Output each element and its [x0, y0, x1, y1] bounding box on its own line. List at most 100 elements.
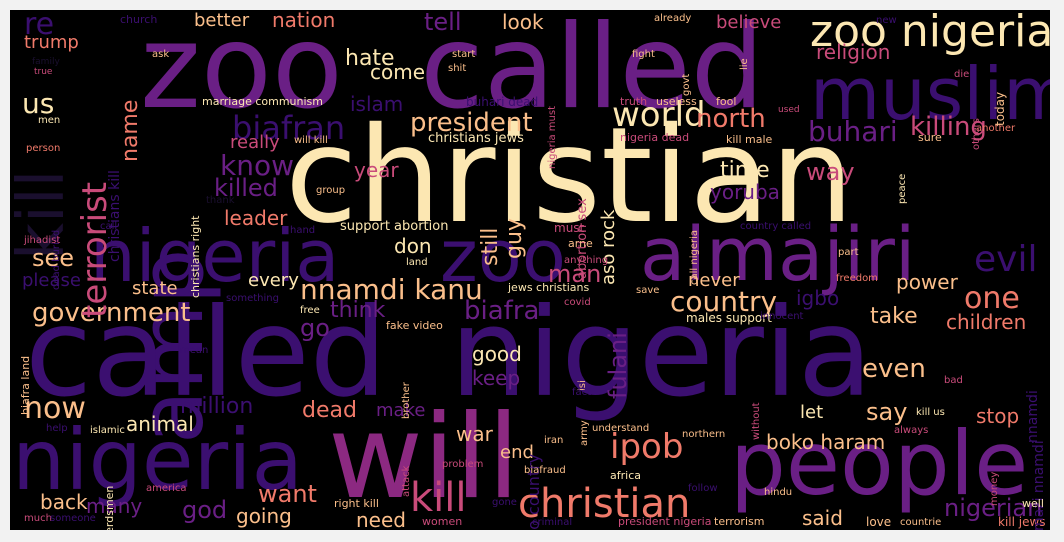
word-kill-jews: kill jews [998, 515, 1046, 529]
word-person: person [26, 143, 61, 154]
word-kill-us: kill us [916, 407, 945, 418]
word-zoo-mid: zoo [440, 214, 566, 298]
word-stop: stop [976, 404, 1020, 428]
word-children: children [946, 310, 1027, 334]
word-don: don [394, 234, 432, 258]
word-shit: shit [448, 63, 467, 74]
word-terrorism: terrorism [714, 515, 765, 528]
word-want: want [258, 480, 317, 508]
word-women: women [422, 515, 463, 528]
word-let: let [800, 402, 824, 423]
word-africa: africa [610, 469, 641, 482]
word-america: america [146, 483, 187, 494]
word-time: time [720, 158, 770, 183]
word-today-vertical: today [993, 91, 1007, 126]
word-fact: fact [572, 387, 592, 398]
word-mean: mean [180, 345, 209, 356]
word-christian-bottom: christian [518, 481, 691, 527]
word-start: start [452, 49, 476, 60]
word-kill-male: kill male [726, 133, 773, 146]
word-even: even [862, 354, 926, 384]
word-sure: sure [918, 131, 942, 144]
word-make: make [376, 400, 426, 421]
word-well: well [1022, 497, 1044, 510]
word-name-vertical: name [118, 99, 143, 162]
word-biafra-land-vertical: biafra land [19, 355, 32, 415]
word-something: something [226, 293, 279, 304]
word-call-nigeria-vertical: call nigeria [689, 230, 700, 285]
word-anything: anything [564, 255, 609, 266]
word-males-support: males support [686, 311, 772, 325]
word-follow: follow [688, 483, 718, 494]
word-yoruba: yoruba [710, 180, 780, 204]
word-buhari: buhari [808, 115, 898, 148]
word-iran: iran [544, 435, 564, 446]
word-every: every [248, 270, 299, 291]
word-brother-vertical: brother [401, 382, 412, 419]
word-must: must [554, 221, 585, 235]
word-useless: useless [656, 95, 697, 108]
word-jihadist: jihadist [24, 235, 61, 246]
word-hate: hate [345, 46, 395, 71]
word-know: know [220, 149, 294, 182]
word-keep: keep [472, 366, 521, 390]
word-someone: someone [50, 513, 96, 524]
word-nigeria-must-vertical: nigeria must [547, 105, 558, 169]
word-love: love [866, 515, 892, 529]
word-go: go [300, 314, 330, 342]
word-support-abortion: support abortion [340, 219, 449, 234]
word-true: true [34, 67, 53, 77]
word-problem: problem [442, 459, 484, 470]
word-attack-vertical: attack [401, 465, 412, 497]
word-fool: fool [716, 95, 737, 108]
word-money-vertical: money [989, 471, 1000, 506]
word-better: better [194, 10, 250, 31]
word-trump: trump [24, 32, 79, 53]
word-christian-large: christian [285, 99, 854, 253]
word-part: part [838, 247, 859, 258]
word-countrie: countrie [900, 517, 942, 528]
word-jews-christians: jews christians [508, 281, 590, 294]
word-freedom: freedom [836, 273, 878, 284]
word-power: power [896, 270, 958, 294]
word-already: already [654, 13, 692, 24]
word-guy-vertical: guy [502, 218, 527, 259]
word-cloud: zoo called muslim christian amp nigeria … [10, 10, 1050, 530]
word-nigerian: nigerian [944, 494, 1043, 522]
word-group: group [316, 185, 346, 196]
word-nigeria-bottom: nigeria [12, 411, 303, 509]
word-re: re [24, 10, 55, 42]
word-believe: believe [716, 12, 782, 33]
word-biafran: biafran [232, 109, 346, 147]
word-criminal: criminal [532, 517, 573, 528]
word-take: take [870, 304, 918, 329]
word-army-vertical: army [579, 420, 590, 446]
word-come: come [370, 60, 426, 84]
word-nation: nation [272, 10, 336, 32]
word-northern: northern [682, 429, 726, 440]
word-please: please [22, 270, 81, 291]
word-peace-vertical: peace [897, 173, 908, 204]
word-fake-video: fake video [386, 319, 443, 332]
word-bad: bad [944, 375, 963, 386]
word-million: million [180, 394, 254, 419]
word-back: back [40, 490, 88, 514]
word-called-large-top: called [420, 10, 765, 135]
word-way: way [806, 158, 855, 186]
word-really: really [230, 132, 280, 153]
word-islamic: islamic [90, 425, 125, 436]
word-ipob: ipob [610, 427, 684, 467]
word-christians-kill-vertical: christians kill [107, 170, 123, 262]
word-animal: animal [126, 412, 194, 436]
word-good: good [472, 342, 522, 366]
word-arne: arne [568, 237, 593, 250]
word-mazi-nnamdi-vertical: mazi nnamdi [1031, 440, 1047, 530]
word-us: us [22, 87, 55, 120]
word-muslim: muslim [810, 52, 1050, 136]
word-biafraud: biafraud [524, 465, 566, 476]
word-religion: religion [816, 40, 891, 64]
word-men: men [38, 115, 61, 126]
word-tell: tell [424, 10, 462, 36]
word-always: always [894, 425, 929, 436]
word-hindu: hindu [764, 487, 793, 498]
